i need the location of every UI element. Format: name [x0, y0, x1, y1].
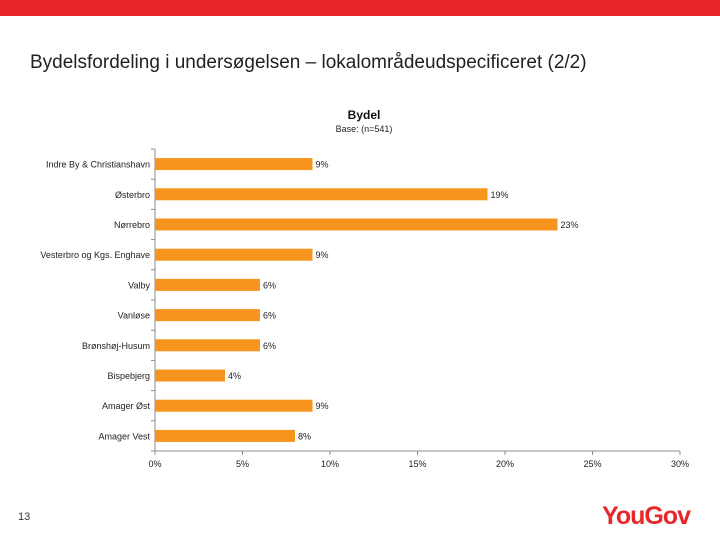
- category-label: Brønshøj-Husum: [82, 341, 150, 351]
- slide-title: Bydelsfordeling i undersøgelsen – lokalo…: [30, 52, 587, 73]
- value-label: 6%: [263, 341, 276, 351]
- value-label: 19%: [491, 190, 509, 200]
- x-tick-label: 25%: [583, 459, 601, 469]
- page-number: 13: [18, 511, 31, 523]
- category-label: Indre By & Christianshavn: [46, 160, 150, 170]
- bar: [155, 369, 225, 382]
- value-label: 9%: [316, 401, 329, 411]
- chart-title: Bydel: [347, 108, 381, 122]
- value-label: 8%: [298, 431, 311, 441]
- bar: [155, 309, 260, 322]
- category-label: Amager Vest: [98, 431, 150, 441]
- bar: [155, 248, 313, 261]
- yougov-logo: YouGov: [602, 502, 691, 531]
- x-tick-label: 5%: [236, 459, 249, 469]
- x-tick-label: 20%: [496, 459, 514, 469]
- x-tick-label: 30%: [671, 459, 689, 469]
- x-tick-label: 15%: [408, 459, 426, 469]
- category-label: Valby: [128, 280, 150, 290]
- bar: [155, 429, 295, 442]
- logo-text: YouGov: [602, 502, 691, 530]
- value-label: 9%: [316, 160, 329, 170]
- value-label: 6%: [263, 311, 276, 321]
- category-label: Amager Øst: [102, 401, 151, 411]
- value-label: 4%: [228, 371, 241, 381]
- category-label: Nørrebro: [114, 220, 150, 230]
- bar: [155, 218, 558, 231]
- bar: [155, 399, 313, 412]
- x-tick-label: 0%: [148, 459, 161, 469]
- bar: [155, 188, 488, 201]
- value-label: 9%: [316, 250, 329, 260]
- x-tick-label: 10%: [321, 459, 339, 469]
- top-accent-bar: [0, 0, 720, 16]
- bar: [155, 158, 313, 171]
- category-label: Bispebjerg: [107, 371, 150, 381]
- category-label: Vesterbro og Kgs. Enghave: [40, 250, 150, 260]
- value-label: 23%: [561, 220, 579, 230]
- category-label: Vanløse: [118, 311, 150, 321]
- chart-subtitle: Base: (n=541): [335, 124, 393, 134]
- bar: [155, 278, 260, 291]
- category-label: Østerbro: [115, 190, 150, 200]
- bar: [155, 339, 260, 352]
- value-label: 6%: [263, 280, 276, 290]
